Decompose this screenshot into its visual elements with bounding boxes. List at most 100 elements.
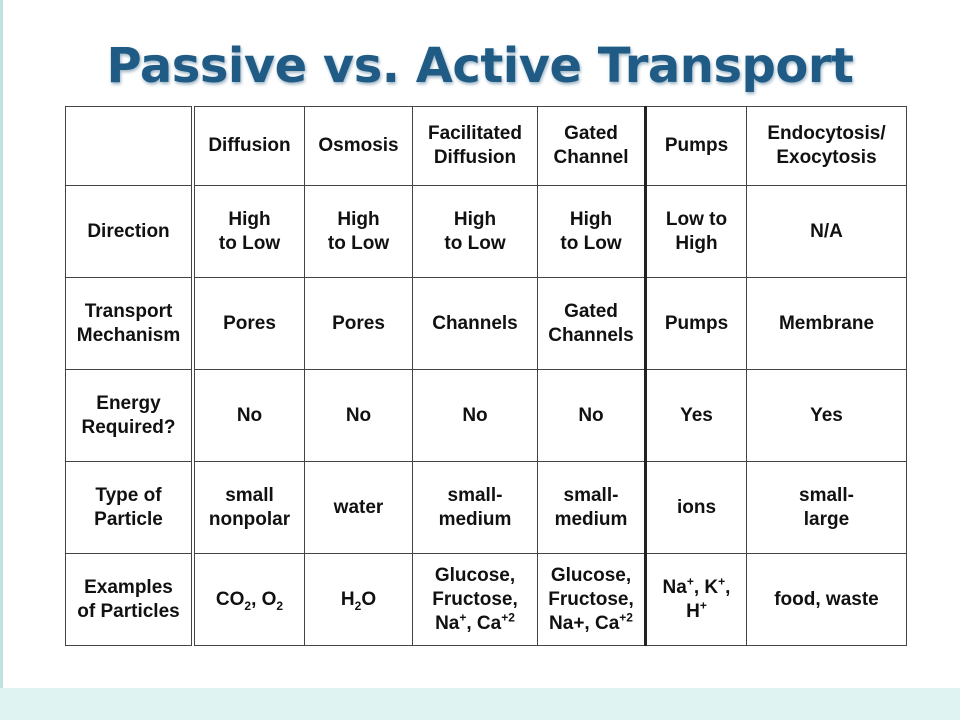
cell-text: small <box>225 484 274 506</box>
cell-text: Na+, K+, <box>662 574 731 598</box>
column-header: Diffusion <box>192 106 305 186</box>
table-header-row: Diffusion Osmosis Facilitated Diffusion G… <box>65 106 907 186</box>
bottom-band <box>0 688 960 720</box>
column-header: Endocytosis/Exocytosis <box>746 106 907 186</box>
cell-text: No <box>236 404 263 426</box>
table-cell: small nonpolar <box>192 461 305 554</box>
table-cell: Low to High <box>645 185 747 278</box>
cell-text: CO2, O2 <box>215 588 284 613</box>
table-cell: Membrane <box>746 277 907 370</box>
table-cell: No <box>304 369 413 462</box>
cell-text: Pumps <box>664 312 729 334</box>
cell-text: Na+, Ca+2 <box>549 610 633 634</box>
cell-text: Examples <box>84 576 173 598</box>
cell-text: Gated <box>564 123 618 144</box>
table-cell: Yes <box>746 369 907 462</box>
table-cell: Pores <box>304 277 413 370</box>
cell-text: small- <box>447 484 503 506</box>
table-cell: No <box>537 369 647 462</box>
row-header: Type of Particle <box>65 461 195 554</box>
cell-text: Type of <box>95 484 162 506</box>
cell-text: Glucose, <box>550 564 632 586</box>
column-header: Facilitated Diffusion <box>412 106 538 186</box>
cell-text: Yes <box>810 404 843 426</box>
cell-text: Channel <box>553 147 629 168</box>
cell-text: High <box>337 208 380 230</box>
cell-text: Membrane <box>778 312 875 334</box>
cell-text: small- <box>563 484 619 506</box>
table-cell: High to Low <box>304 185 413 278</box>
transport-comparison-table: Diffusion Osmosis Facilitated Diffusion G… <box>65 106 907 646</box>
cell-text: Exocytosis <box>776 147 877 168</box>
table-row: Examples of Particles CO2, O2 H2O Glucose… <box>65 553 907 646</box>
table-cell: Gated Channels <box>537 277 647 370</box>
cell-text: large <box>803 508 850 530</box>
slide-title: Passive vs. Active Transport <box>106 38 854 94</box>
cell-text: ions <box>676 496 717 518</box>
cell-text: Pores <box>223 312 276 334</box>
cell-text: Diffusion <box>208 135 291 156</box>
column-header: Osmosis <box>304 106 413 186</box>
row-header: Energy Required? <box>65 369 195 462</box>
cell-text: No <box>462 404 488 426</box>
table-cell: ions <box>645 461 747 554</box>
table-cell: water <box>304 461 413 554</box>
cell-text: No <box>578 404 604 426</box>
cell-text: Mechanism <box>76 324 181 346</box>
table-row: Type of Particle small nonpolar water smal… <box>65 461 907 554</box>
cell-text: Fructose, <box>548 588 634 610</box>
cell-text: High <box>228 208 271 230</box>
cell-text: Osmosis <box>318 135 399 156</box>
row-header: Direction <box>65 185 195 278</box>
table-cell: H2O <box>304 553 413 646</box>
table-cell: High to Low <box>192 185 305 278</box>
cell-text: medium <box>438 508 512 530</box>
cell-text: nonpolar <box>208 508 291 530</box>
table-row: Transport Mechanism Pores Pores Channels … <box>65 277 907 370</box>
cell-text: No <box>345 404 372 426</box>
table-row: Direction High to Low High to Low High to L… <box>65 185 907 278</box>
cell-text: to Low <box>327 232 390 254</box>
table-cell: Pores <box>192 277 305 370</box>
cell-text: Transport <box>84 300 173 322</box>
cell-text: to Low <box>444 232 506 254</box>
left-edge-strip <box>0 0 3 690</box>
table-cell: N/A <box>746 185 907 278</box>
table-cell: No <box>412 369 538 462</box>
cell-text: High <box>453 208 497 230</box>
cell-text: Pores <box>332 312 385 334</box>
table-cell: Glucose, Fructose, Na+, Ca+2 <box>412 553 538 646</box>
cell-text: Pumps <box>664 135 729 156</box>
table-cell: food, waste <box>746 553 907 646</box>
table-cell: Yes <box>645 369 747 462</box>
cell-text: medium <box>554 508 628 530</box>
row-header: Examples of Particles <box>65 553 195 646</box>
cell-text: Channels <box>548 324 634 346</box>
table-cell: small-large <box>746 461 907 554</box>
table-cell: small-medium <box>537 461 647 554</box>
column-header: Pumps <box>645 106 747 186</box>
table-cell: Glucose, Fructose, Na+, Ca+2 <box>537 553 647 646</box>
cell-text: Particle <box>94 508 163 530</box>
cell-text: H2O <box>340 588 377 613</box>
table-cell: High to Low <box>412 185 538 278</box>
cell-text: small- <box>799 484 854 506</box>
column-header: Gated Channel <box>537 106 647 186</box>
cell-text: water <box>333 496 384 518</box>
cell-text: Facilitated <box>428 123 522 144</box>
table-cell: Channels <box>412 277 538 370</box>
cell-text: food, waste <box>774 588 879 610</box>
cell-text: Energy <box>96 392 161 414</box>
cell-text: H+ <box>686 598 707 622</box>
cell-text: Glucose, <box>434 564 516 586</box>
table-cell: small-medium <box>412 461 538 554</box>
cell-text: High <box>675 232 718 254</box>
table-cell: CO2, O2 <box>192 553 305 646</box>
cell-text: Direction <box>87 220 170 242</box>
cell-text: Yes <box>680 404 713 426</box>
cell-text: N/A <box>810 220 843 242</box>
table-cell: Pumps <box>645 277 747 370</box>
cell-text: Low to <box>665 208 728 230</box>
cell-text: of Particles <box>77 600 180 622</box>
cell-text: Required? <box>81 416 176 438</box>
